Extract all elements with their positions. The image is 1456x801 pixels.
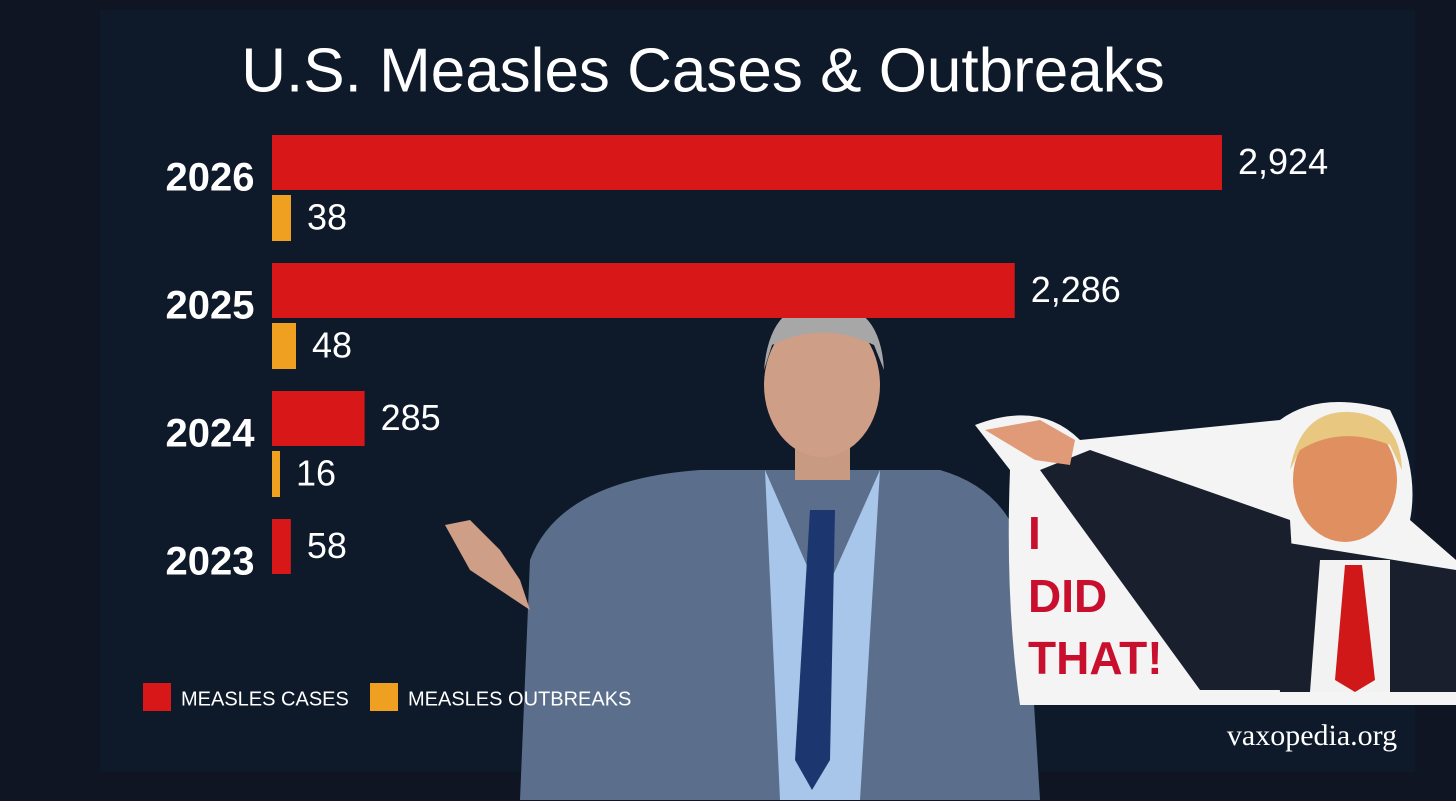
legend-swatch (370, 683, 398, 711)
value-label: 2,286 (1031, 269, 1121, 310)
watermark: vaxopedia.org (1227, 719, 1397, 752)
sticker-text: THAT! (1028, 632, 1163, 684)
legend-label: MEASLES CASES (181, 688, 349, 710)
sticker-text: I (1028, 507, 1041, 559)
bar (272, 135, 1222, 190)
bar (272, 263, 1015, 318)
value-label: 48 (312, 325, 352, 366)
value-label: 38 (307, 197, 347, 238)
bar (272, 323, 296, 369)
value-label: 2,924 (1238, 141, 1328, 182)
sticker-figure (975, 402, 1456, 705)
bar (272, 195, 291, 241)
speaker-figure (445, 304, 1040, 800)
legend-swatch (143, 683, 171, 711)
y-tick-label: 2024 (166, 412, 256, 456)
bar (272, 391, 365, 446)
bars: 2026 2025 2024 2023 2,924 2,286 285 58 38 48 16 MEA… (143, 135, 1328, 711)
value-label: 58 (307, 525, 347, 566)
y-tick-label: 2025 (166, 284, 255, 328)
sticker-text: DID (1028, 570, 1107, 622)
bar (272, 519, 291, 574)
y-tick-label: 2026 (166, 156, 255, 200)
y-tick-label: 2023 (166, 540, 255, 584)
value-label: 16 (296, 453, 336, 494)
bar (272, 451, 280, 497)
legend-label: MEASLES OUTBREAKS (408, 688, 631, 710)
value-label: 285 (381, 397, 441, 438)
chart-title: U.S. Measles Cases & Outbreaks (241, 36, 1164, 105)
